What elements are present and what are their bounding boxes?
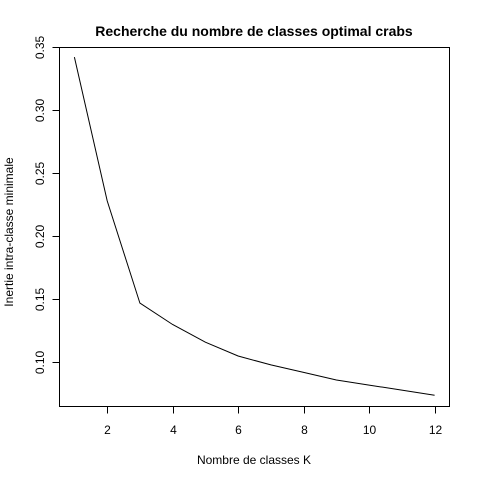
x-tick-label: 8 (301, 423, 308, 437)
x-axis-label: Nombre de classes K (197, 453, 311, 467)
y-axis-label: Inertie intra-classe minimale (2, 157, 16, 307)
y-tick-label: 0.30 (33, 98, 47, 122)
plot-frame (59, 47, 450, 407)
series-layer (73, 56, 435, 396)
x-tick-label: 6 (235, 423, 242, 437)
y-tick-label: 0.35 (33, 35, 47, 59)
y-axis: 0.10 0.15 0.20 0.25 0.30 0.35 (33, 35, 60, 374)
x-tick-label: 2 (104, 423, 111, 437)
chart-title: Recherche du nombre de classes optimal c… (95, 23, 413, 39)
series-line (73, 56, 435, 396)
x-axis: 2 4 6 8 10 12 (104, 406, 443, 437)
y-tick-label: 0.10 (33, 350, 47, 374)
y-tick-label: 0.20 (33, 224, 47, 248)
y-tick-label: 0.15 (33, 287, 47, 311)
x-tick-label: 12 (429, 423, 443, 437)
x-tick-label: 4 (170, 423, 177, 437)
x-tick-label: 10 (363, 423, 377, 437)
y-tick-label: 0.25 (33, 161, 47, 185)
